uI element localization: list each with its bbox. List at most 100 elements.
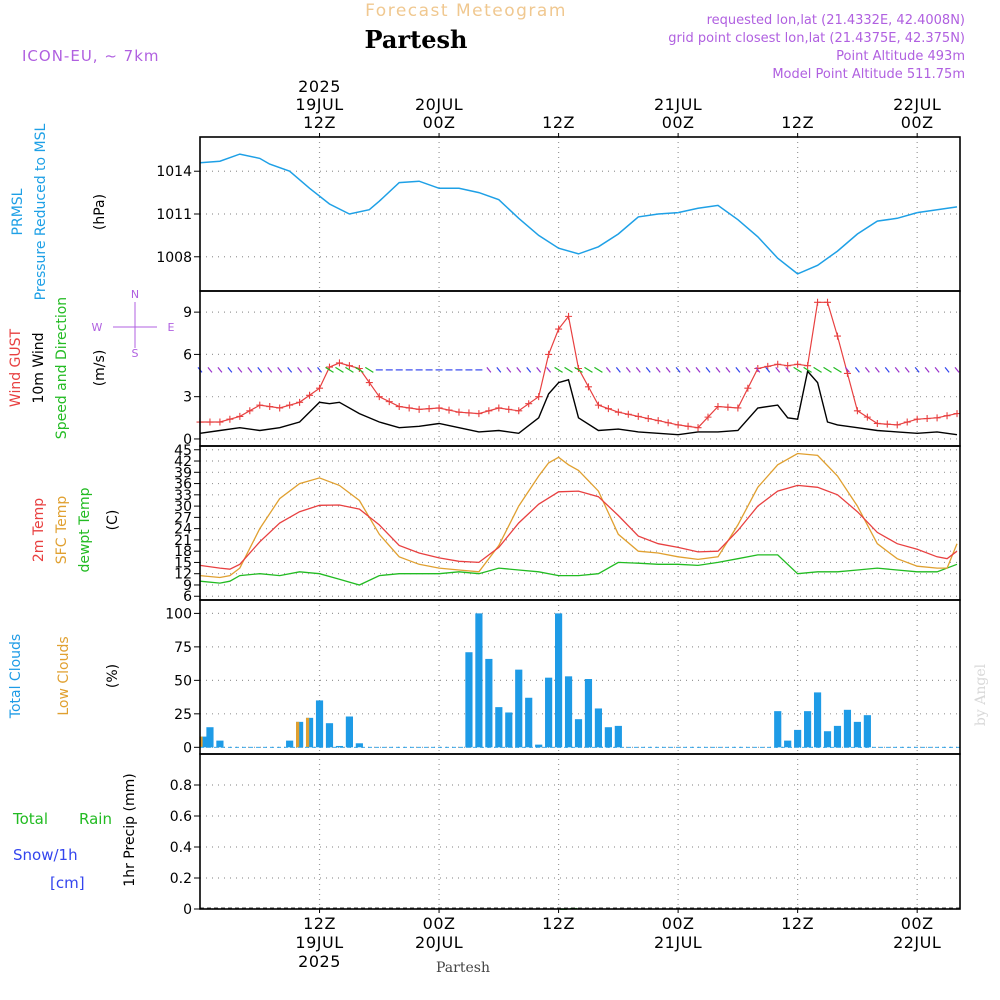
- chart-title: Partesh: [365, 25, 468, 54]
- wind-arrow: [823, 366, 832, 373]
- y-tick-label: 15: [174, 555, 192, 571]
- gust-marker: [216, 418, 224, 426]
- gust-marker: [794, 360, 802, 368]
- gust-marker: [246, 407, 254, 415]
- wind-arrow: [904, 367, 910, 373]
- gust-marker: [505, 405, 513, 413]
- gust-marker: [335, 359, 343, 367]
- snow-unit-label: [cm]: [50, 874, 85, 892]
- gust-marker: [405, 404, 413, 412]
- total-cloud-bar: [784, 740, 792, 748]
- wind-arrow: [954, 367, 960, 373]
- gust-marker: [385, 398, 393, 406]
- bottom-time-label: 00Z: [662, 914, 695, 933]
- wind-arrow: [864, 367, 870, 373]
- total-cloud-bar: [594, 708, 603, 748]
- wind-arrow: [914, 367, 920, 373]
- total-cloud-bar: [574, 719, 583, 748]
- top-time-label: 2025: [298, 77, 341, 96]
- compass-north: N: [131, 288, 139, 301]
- total-cloud-bar: [614, 725, 622, 748]
- total-cloud-bar: [355, 743, 363, 748]
- wind-arrow: [813, 366, 822, 373]
- y-tick-label: 100: [165, 606, 192, 622]
- total-cloud-bar: [564, 676, 573, 748]
- total-cloud-bar: [554, 613, 563, 748]
- wind-arrow: [594, 366, 603, 373]
- gust-marker: [455, 408, 463, 416]
- y-tick-label: 24: [174, 522, 192, 538]
- wind-arrow: [605, 367, 611, 373]
- footer-location-name: Partesh: [436, 960, 490, 976]
- wind-direction-label: Speed and Direction: [54, 297, 70, 439]
- y-tick-label: 75: [174, 640, 192, 656]
- gust-marker: [833, 332, 841, 340]
- wind-arrow: [247, 367, 253, 373]
- wind-arrow: [267, 367, 273, 373]
- top-time-label: 00Z: [662, 113, 695, 132]
- total-cloud-bar: [833, 725, 842, 748]
- wind-arrow: [335, 366, 344, 373]
- gust-marker: [863, 413, 871, 421]
- total-cloud-bar: [305, 717, 314, 748]
- credit-watermark: by Angel: [973, 663, 989, 726]
- dewpoint-line: [199, 554, 958, 586]
- wind-arrow: [307, 367, 313, 373]
- snow-label: Snow/1h: [13, 846, 78, 864]
- panel-frame-temperature: [199, 445, 961, 601]
- gust-marker: [276, 404, 284, 412]
- temp-2m-label: 2m Temp: [31, 498, 47, 562]
- wind-unit: (m/s): [92, 350, 108, 387]
- wind-arrow: [237, 367, 243, 373]
- wind-arrow: [884, 367, 890, 373]
- bottom-time-label: 00Z: [423, 914, 456, 933]
- bottom-time-label: 21JUL: [654, 933, 702, 952]
- y-tick-label: 6: [183, 347, 192, 363]
- top-time-label: 21JUL: [654, 95, 702, 114]
- gust-marker: [555, 325, 563, 333]
- total-cloud-bar: [804, 711, 812, 748]
- closest-gridpoint: grid point closest lon,lat (21.4375E, 42…: [668, 31, 965, 46]
- y-tick-label: 1014: [156, 164, 192, 180]
- y-tick-label: 30: [174, 499, 192, 515]
- wind-arrow: [297, 367, 303, 373]
- total-cloud-bar: [774, 711, 782, 748]
- y-tick-label: 0: [183, 432, 192, 448]
- total-cloud-bar: [335, 745, 344, 748]
- gust-marker: [565, 312, 573, 320]
- y-tick-label: 1011: [156, 207, 192, 223]
- temp-2m-line: [199, 484, 958, 570]
- wind-arrow: [317, 367, 322, 373]
- gust-marker: [674, 421, 682, 429]
- gust-marker: [744, 384, 752, 392]
- bottom-time-label: 2025: [298, 952, 341, 971]
- wind-arrow: [785, 367, 791, 373]
- wind-arrow: [934, 367, 940, 373]
- total-cloud-bar: [813, 692, 822, 748]
- total-rain-label: Total: [12, 810, 48, 828]
- total-cloud-bar: [345, 716, 353, 748]
- wind-arrow: [944, 367, 950, 373]
- gust-marker: [694, 424, 702, 432]
- gust-marker: [734, 404, 742, 412]
- wind-arrow: [365, 366, 374, 373]
- gust-marker: [893, 421, 901, 429]
- y-tick-label: 9: [183, 578, 192, 594]
- y-tick-label: 42: [174, 454, 192, 470]
- wind-arrow: [775, 367, 781, 373]
- total-cloud-bar: [315, 700, 324, 748]
- total-cloud-bar: [823, 731, 832, 748]
- gust-marker: [824, 298, 832, 306]
- wind-arrow: [635, 367, 641, 373]
- compass-west: W: [92, 321, 103, 334]
- gust-marker: [345, 362, 353, 370]
- wind-arrow: [874, 367, 880, 373]
- wind-arrow: [705, 367, 711, 373]
- gust-marker: [425, 405, 433, 413]
- gust-marker: [664, 419, 672, 427]
- wind-arrow: [833, 366, 842, 373]
- compass-south: S: [132, 347, 139, 360]
- point-altitude: Point Altitude 493m: [836, 49, 965, 64]
- gust-marker: [774, 360, 782, 368]
- temp-sfc-label: SFC Temp: [54, 496, 70, 565]
